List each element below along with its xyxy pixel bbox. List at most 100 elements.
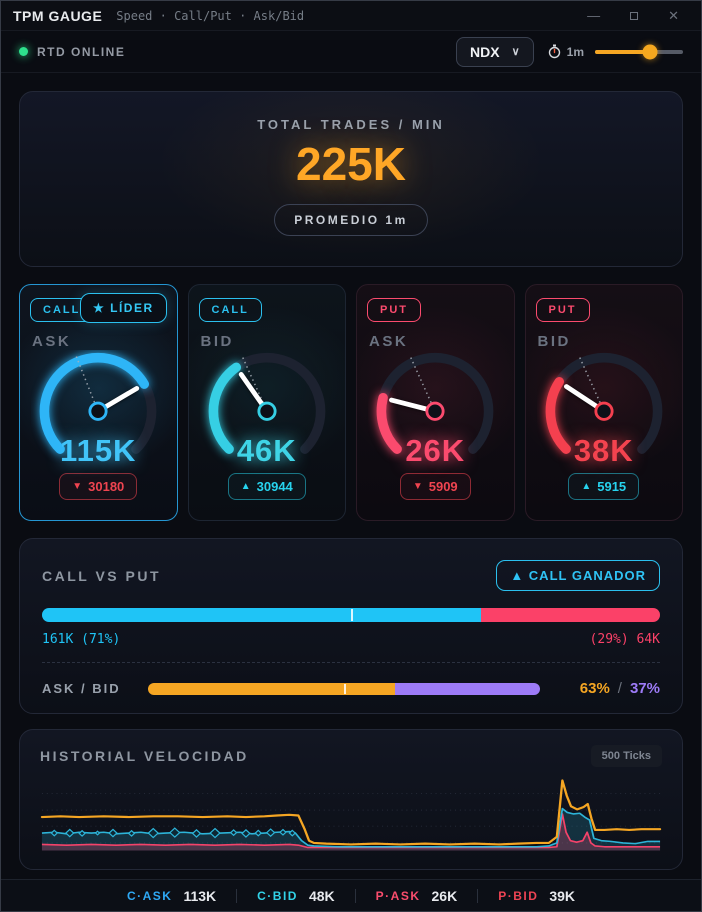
- side-label: BID: [537, 333, 571, 350]
- delta-arrow-icon: ▼: [412, 480, 423, 492]
- bar-midpoint-tick: [344, 683, 346, 694]
- average-marker: [241, 356, 264, 403]
- delta-badge: ▲ 30944: [227, 472, 306, 500]
- symbol-select[interactable]: NDX ∨: [456, 36, 534, 67]
- gauge-value: 38K: [573, 432, 634, 468]
- status-controls: NDX ∨ 1m: [456, 36, 683, 67]
- history-title: HISTORIAL VELOCIDAD: [40, 748, 249, 764]
- interval-slider-knob[interactable]: [642, 44, 658, 59]
- call-vs-put-title: CALL VS PUT: [42, 567, 162, 584]
- gauge-hub: [257, 401, 277, 421]
- gauge-card-call-ask: CALL ★ LÍDER ASK 115K ▼ 30180: [19, 284, 178, 521]
- titlebar: TPM GAUGE Speed · Call/Put · Ask/Bid — ✕: [1, 1, 701, 31]
- type-badge: CALL: [198, 298, 262, 322]
- stat-label: P·BID: [498, 888, 539, 903]
- titlebar-menu[interactable]: Speed · Call/Put · Ask/Bid: [116, 8, 305, 23]
- delta-badge: ▲ 5915: [568, 472, 640, 500]
- gauge-value: 46K: [236, 432, 297, 468]
- bid-percent-label: 37%: [629, 680, 660, 697]
- gauge-value: 26K: [405, 432, 466, 468]
- delta-arrow-icon: ▼: [72, 480, 83, 492]
- stopwatch-icon: [548, 44, 560, 59]
- gauge-dial: [376, 352, 494, 454]
- maximize-icon[interactable]: [630, 9, 639, 22]
- call-put-ratio-bar: [42, 608, 660, 622]
- interval-slider[interactable]: [595, 44, 683, 59]
- gauge-dial: [208, 352, 326, 454]
- call-vs-put-panel: CALL VS PUT ▲ CALL GANADOR 161K (71%) (2…: [19, 538, 683, 714]
- dashed-divider: [42, 662, 660, 663]
- status-row: RTD ONLINE NDX ∨ 1m: [1, 31, 701, 73]
- stat-put-bid: P·BID 39K: [498, 888, 575, 904]
- percent-divider: /: [617, 680, 622, 697]
- total-trades-panel: TOTAL TRADES / MIN 225K PROMEDIO 1m: [19, 91, 683, 267]
- ask-bar-segment: [148, 682, 395, 695]
- side-label: ASK: [369, 333, 409, 350]
- average-marker: [410, 356, 433, 403]
- stat-put-ask: P·ASK 26K: [376, 888, 458, 904]
- delta-badge: ▼ 5909: [399, 472, 471, 500]
- gauge-value: 115K: [60, 432, 137, 468]
- gauge-hub: [594, 401, 614, 421]
- type-badge: PUT: [535, 298, 590, 322]
- average-marker: [75, 355, 96, 403]
- window-controls: — ✕: [587, 9, 689, 22]
- type-badge: PUT: [367, 298, 421, 322]
- main-content: TOTAL TRADES / MIN 225K PROMEDIO 1m CALL…: [1, 73, 701, 870]
- interval-group: 1m: [548, 44, 584, 59]
- gauge-card-put-ask: PUT ASK 26K ▼ 5909: [356, 284, 515, 521]
- delta-badge: ▼ 30180: [59, 472, 138, 500]
- close-icon[interactable]: ✕: [668, 8, 679, 23]
- promedio-badge: PROMEDIO 1m: [274, 204, 428, 236]
- stat-label: C·BID: [257, 888, 298, 903]
- rtd-status-label: RTD ONLINE: [37, 44, 126, 59]
- delta-arrow-icon: ▲: [240, 480, 251, 492]
- speed-history-chart: [40, 779, 662, 851]
- stat-value: 113K: [183, 887, 217, 904]
- gauge-card-call-bid: CALL BID 46K ▲ 30944: [187, 284, 346, 521]
- gauge-dial: [39, 352, 157, 454]
- interval-label: 1m: [566, 44, 584, 59]
- minimize-icon[interactable]: —: [587, 8, 601, 23]
- total-trades-title: TOTAL TRADES / MIN: [257, 117, 445, 132]
- footer-stats-bar: C·ASK 113K C·BID 48K P·ASK 26K P·BID 39K: [1, 879, 701, 911]
- stat-call-bid: C·BID 48K: [257, 888, 335, 904]
- stat-value: 48K: [308, 887, 335, 904]
- gauge-card-put-bid: PUT BID 38K ▲ 5915: [524, 284, 683, 521]
- delta-arrow-icon: ▲: [581, 480, 592, 492]
- put-total-label: (29%) 64K: [589, 632, 660, 647]
- stat-call-ask: C·ASK 113K: [127, 888, 216, 904]
- average-marker: [578, 356, 601, 403]
- bar-midpoint-tick: [351, 609, 353, 621]
- ask-percent-label: 63%: [579, 680, 610, 697]
- stat-label: P·ASK: [375, 888, 421, 903]
- history-panel: HISTORIAL VELOCIDAD 500 Ticks: [19, 729, 683, 870]
- app-title: TPM GAUGE: [13, 7, 103, 24]
- symbol-select-value: NDX: [470, 43, 500, 60]
- ask-bid-ratio-bar: [148, 682, 540, 695]
- chevron-down-icon: ∨: [511, 46, 520, 58]
- stat-value: 39K: [549, 887, 576, 904]
- gauge-hub: [88, 401, 108, 421]
- bid-bar-segment: [394, 682, 540, 695]
- footer-divider: [236, 888, 238, 903]
- footer-divider: [354, 888, 356, 903]
- interval-slider-fill: [595, 49, 650, 54]
- call-bar-segment: [42, 608, 481, 622]
- stat-value: 26K: [431, 887, 458, 904]
- total-trades-value: 225K: [296, 138, 406, 190]
- stat-label: C·ASK: [126, 888, 173, 903]
- online-status-icon: [19, 47, 28, 56]
- side-label: BID: [200, 333, 234, 350]
- star-icon: ★: [93, 301, 106, 315]
- gauge-grid: CALL ★ LÍDER ASK 115K ▼ 30180: [19, 284, 683, 521]
- side-label: ASK: [32, 333, 72, 350]
- footer-divider: [477, 888, 479, 903]
- leader-badge: ★ LÍDER: [80, 293, 167, 323]
- winner-badge: ▲ CALL GANADOR: [496, 560, 660, 591]
- put-bar-segment: [480, 608, 660, 622]
- call-total-label: 161K (71%): [42, 632, 121, 647]
- gauge-dial: [545, 352, 663, 454]
- ticks-badge: 500 Ticks: [590, 745, 662, 767]
